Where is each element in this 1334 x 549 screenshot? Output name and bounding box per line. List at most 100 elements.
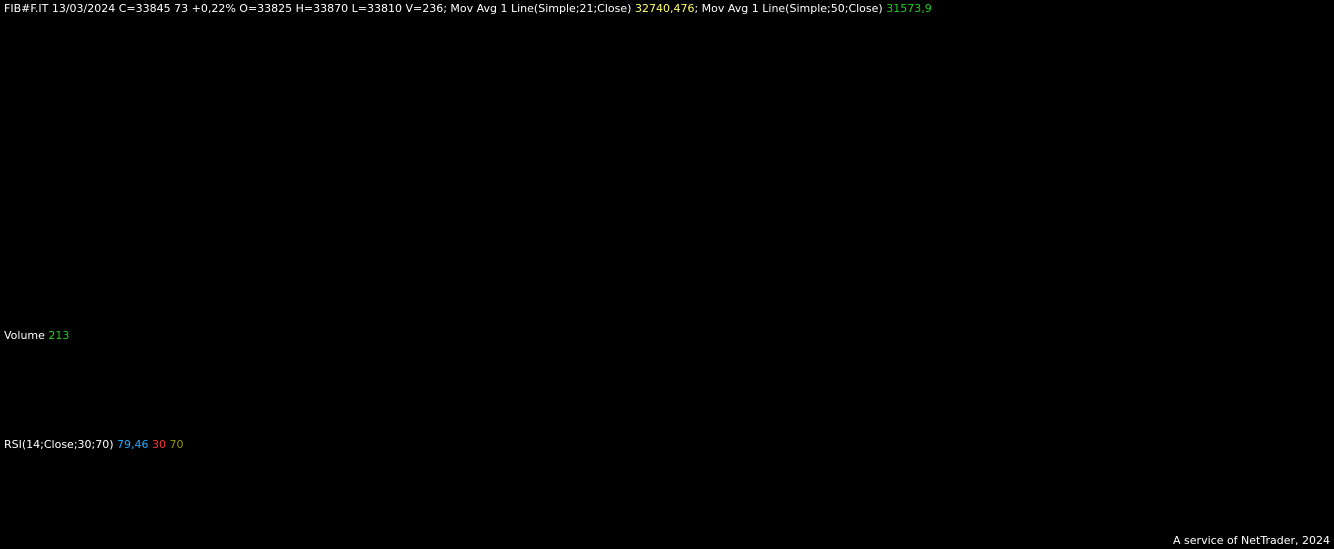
candle-body xyxy=(668,175,677,183)
x-tick-label: 30 xyxy=(89,519,103,532)
rsi-header: RSI(14;Close;30;70) 79,46 30 70 xyxy=(4,438,184,451)
volume-badge-bg xyxy=(1266,425,1328,438)
candle-body xyxy=(319,195,328,203)
last-price-badge: 33845 xyxy=(1269,21,1304,34)
candle-body xyxy=(916,106,925,114)
candle-body xyxy=(781,145,790,151)
rsi-label: RSI(14;Close;30;70) xyxy=(4,438,114,451)
ma50-text: Mov Avg 1 Line(Simple;50;Close) xyxy=(701,2,883,15)
candle-body xyxy=(184,245,193,257)
candle-body xyxy=(984,73,993,77)
volume-tick-label: 40000 xyxy=(1269,348,1304,361)
candle-body xyxy=(759,153,768,164)
candle-body xyxy=(206,216,215,230)
y-tick-label: 28000 xyxy=(1269,271,1304,284)
candle-body xyxy=(849,124,858,132)
candle-body xyxy=(71,290,80,299)
candle-body xyxy=(398,165,407,169)
candle-body xyxy=(702,171,711,177)
x-tick-label: 20 xyxy=(258,519,272,532)
x-tick-label: 11 xyxy=(1058,519,1072,532)
candle-body xyxy=(218,215,227,219)
candle-body xyxy=(432,163,441,171)
ma21-value: 32740,476 xyxy=(634,2,695,15)
rsi-badge-bg xyxy=(1266,452,1328,466)
candle-body xyxy=(567,170,576,174)
rsi-value-badge: 79,461 xyxy=(1269,453,1308,466)
x-tick-label: 15 xyxy=(641,519,655,532)
candle-body xyxy=(127,248,136,254)
ma21-badge-bg xyxy=(1266,67,1328,81)
candle-body xyxy=(691,168,700,173)
candle-body xyxy=(173,255,182,260)
ma50-line xyxy=(7,123,1091,270)
candle-body xyxy=(375,171,384,179)
candle-body xyxy=(387,165,396,173)
x-tick-label: 18 xyxy=(461,519,475,532)
candle-body xyxy=(454,169,463,174)
candle-body xyxy=(939,85,948,95)
candle-body xyxy=(714,172,723,177)
candle-body xyxy=(420,163,429,171)
candle-body xyxy=(116,252,125,257)
candle-body xyxy=(139,248,148,263)
candle-body xyxy=(4,290,12,294)
rsi-high: 70 xyxy=(169,438,184,451)
candle-body xyxy=(657,175,666,183)
x-tick-label: 2024 xyxy=(540,519,568,532)
candle-body xyxy=(1085,26,1094,39)
x-tick-label: 13 xyxy=(202,519,216,532)
candle-body xyxy=(883,106,892,113)
candle-body xyxy=(488,165,497,171)
rsi-line xyxy=(7,457,1090,500)
candle-body xyxy=(94,274,103,283)
rsi-value: 79,46 xyxy=(117,438,149,451)
rsi-70-badge: 70,000 xyxy=(1269,464,1308,477)
candle-body xyxy=(330,188,339,197)
x-tick-label: mar xyxy=(1002,519,1024,532)
candle-body xyxy=(725,170,734,174)
y-tick-label: 33000 xyxy=(1269,58,1304,71)
candle-body xyxy=(353,185,362,191)
candle-body xyxy=(928,93,937,108)
candle-body xyxy=(443,163,452,171)
candle-body xyxy=(747,162,756,171)
candle-body xyxy=(894,106,903,114)
last-price-badge-bg xyxy=(1266,20,1328,34)
x-tick-label: 27 xyxy=(517,519,531,532)
candle-body xyxy=(770,149,779,155)
candle-body xyxy=(680,168,689,177)
x-tick-label: 29 xyxy=(754,519,768,532)
candle-body xyxy=(1052,44,1061,48)
candle-body xyxy=(612,166,621,171)
candle-body xyxy=(826,132,835,138)
candle-body xyxy=(60,295,69,299)
volume-header: Volume 213 xyxy=(4,329,69,342)
candle-body xyxy=(792,141,801,147)
candle-body xyxy=(342,188,351,192)
candle-body xyxy=(961,72,970,81)
candle-body xyxy=(511,160,520,166)
ma21-badge: 32740,476 xyxy=(1269,69,1329,82)
y-tick-label: 32000 xyxy=(1269,100,1304,113)
ohlc-text: FIB#F.IT 13/03/2024 C=33845 73 +0,22% O=… xyxy=(4,2,447,15)
candle-body xyxy=(251,204,260,222)
ma50-badge-bg xyxy=(1266,117,1328,131)
rsi-tick-label: 50 xyxy=(1269,481,1283,494)
candle-body xyxy=(263,219,272,223)
candle-body xyxy=(15,291,24,295)
candle-body xyxy=(1007,65,1016,74)
x-tick-label: 8 xyxy=(585,519,592,532)
candle-body xyxy=(105,255,114,276)
rsi-low: 30 xyxy=(152,438,167,451)
x-tick-label: feb xyxy=(776,519,794,532)
volume-value: 213 xyxy=(48,329,70,342)
x-tick-label: 11 xyxy=(404,519,418,532)
x-tick-label: 26 xyxy=(945,519,959,532)
candle-body xyxy=(240,204,249,213)
x-tick-label: 6 xyxy=(145,519,152,532)
candle-body xyxy=(274,215,283,221)
candle-body xyxy=(364,177,373,187)
candle-body xyxy=(477,165,486,169)
